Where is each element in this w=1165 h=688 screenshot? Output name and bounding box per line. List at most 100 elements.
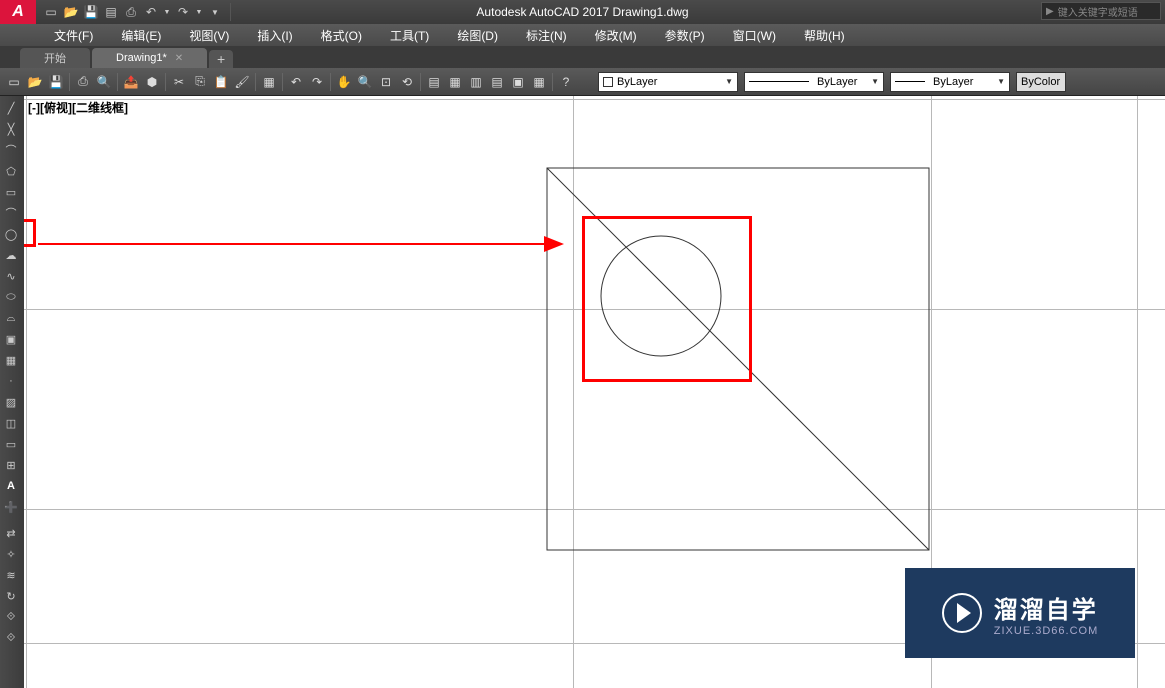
tb-markup-icon[interactable]: ▣	[508, 72, 528, 92]
modify-5-icon[interactable]: ⟐	[0, 607, 22, 627]
tb-zoomprev-icon[interactable]: ⟲	[397, 72, 417, 92]
tb-new-icon[interactable]: ▭	[4, 72, 24, 92]
tb-sheetset-icon[interactable]: ▤	[487, 72, 507, 92]
gradient-tool-icon[interactable]: ◫	[0, 413, 22, 433]
menu-window[interactable]: 窗口(W)	[719, 24, 790, 47]
tb-open-icon[interactable]: 📂	[25, 72, 45, 92]
tb-separator	[282, 73, 283, 91]
addselected-tool-icon[interactable]: ➕	[0, 497, 22, 517]
menu-tools[interactable]: 工具(T)	[376, 24, 443, 47]
lineweight-label: ByLayer	[933, 76, 973, 88]
tb-separator	[255, 73, 256, 91]
tab-start[interactable]: 开始	[20, 48, 90, 68]
construction-line-tool-icon[interactable]: ╳	[0, 119, 22, 139]
tb-separator	[420, 73, 421, 91]
rectangle-tool-icon[interactable]: ▭	[0, 182, 22, 202]
tb-zoomwin-icon[interactable]: ⊡	[376, 72, 396, 92]
linetype-dropdown[interactable]: ByLayer ▼	[744, 72, 884, 92]
qat-redo-icon[interactable]: ↷	[174, 3, 192, 21]
menu-insert[interactable]: 插入(I)	[243, 24, 306, 47]
tb-props-icon[interactable]: ▤	[424, 72, 444, 92]
search-arrow-icon: ▶	[1046, 6, 1054, 17]
modify-3-icon[interactable]: ≋	[0, 565, 22, 585]
qat-undo-icon[interactable]: ↶	[142, 3, 160, 21]
polyline-tool-icon[interactable]: ⌒	[0, 140, 22, 160]
view-control-label[interactable]: [-][俯视][二维线框]	[28, 99, 128, 116]
table-tool-icon[interactable]: ⊞	[0, 455, 22, 475]
tb-designcenter-icon[interactable]: ▦	[445, 72, 465, 92]
circle-tool-icon[interactable]: ◯	[0, 224, 22, 244]
region-tool-icon[interactable]: ▭	[0, 434, 22, 454]
text-tool-icon[interactable]: A	[0, 476, 22, 496]
tb-redo-icon[interactable]: ↷	[307, 72, 327, 92]
qat-redo-caret-icon[interactable]: ▼	[194, 3, 204, 21]
modify-4-icon[interactable]: ↻	[0, 586, 22, 606]
qat-save-icon[interactable]: 💾	[82, 3, 100, 21]
app-logo[interactable]: A	[0, 0, 36, 24]
layer-color-dropdown[interactable]: ByLayer ▼	[598, 72, 738, 92]
tb-paste-icon[interactable]: 📋	[211, 72, 231, 92]
qat-more-icon[interactable]: ▼	[206, 3, 224, 21]
tb-print-icon[interactable]: ⎙	[73, 72, 93, 92]
tb-save-icon[interactable]: 💾	[46, 72, 66, 92]
modify-1-icon[interactable]: ⇄	[0, 523, 22, 543]
quick-access-toolbar: ▭ 📂 💾 ▤ ⎙ ↶ ▼ ↷ ▼ ▼	[36, 3, 231, 21]
tab-close-icon[interactable]: ✕	[175, 53, 183, 64]
caret-down-icon: ▼	[997, 77, 1005, 86]
insert-block-tool-icon[interactable]: ▣	[0, 329, 22, 349]
qat-undo-caret-icon[interactable]: ▼	[162, 3, 172, 21]
ellipse-arc-tool-icon[interactable]: ⌓	[0, 308, 22, 328]
drawing-canvas[interactable]: [-][俯视][二维线框]	[24, 96, 1165, 688]
qat-new-icon[interactable]: ▭	[42, 3, 60, 21]
modify-6-icon[interactable]: ⟐	[0, 628, 22, 648]
lineweight-dropdown[interactable]: ByLayer ▼	[890, 72, 1010, 92]
search-input[interactable]: ▶ 键入关键字或短语	[1041, 2, 1161, 20]
draw-toolbar: ╱ ╳ ⌒ ⬠ ▭ ⌒ ◯ ☁ ∿ ⬭ ⌓ ▣ ▦ · ▨ ◫ ▭ ⊞ A ➕ …	[0, 96, 24, 688]
menu-file[interactable]: 文件(F)	[40, 24, 107, 47]
revision-cloud-tool-icon[interactable]: ☁	[0, 245, 22, 265]
qat-open-icon[interactable]: 📂	[62, 3, 80, 21]
qat-print-icon[interactable]: ⎙	[122, 3, 140, 21]
tb-zoom-icon[interactable]: 🔍	[355, 72, 375, 92]
tab-drawing1[interactable]: Drawing1* ✕	[92, 48, 207, 68]
tb-undo-icon[interactable]: ↶	[286, 72, 306, 92]
tb-3d-icon[interactable]: ⬢	[142, 72, 162, 92]
linetype-preview-icon	[749, 81, 809, 82]
menu-dimension[interactable]: 标注(N)	[512, 24, 581, 47]
tb-publish-icon[interactable]: 📤	[121, 72, 141, 92]
tab-add-button[interactable]: +	[209, 50, 233, 68]
arc-tool-icon[interactable]: ⌒	[0, 203, 22, 223]
ellipse-tool-icon[interactable]: ⬭	[0, 287, 22, 307]
menu-view[interactable]: 视图(V)	[175, 24, 243, 47]
polygon-tool-icon[interactable]: ⬠	[0, 161, 22, 181]
menu-help[interactable]: 帮助(H)	[790, 24, 859, 47]
watermark-play-icon	[942, 593, 982, 633]
menu-parameter[interactable]: 参数(P)	[651, 24, 719, 47]
qat-saveas-icon[interactable]: ▤	[102, 3, 120, 21]
tb-blockdef-icon[interactable]: ▦	[259, 72, 279, 92]
window-title: Autodesk AutoCAD 2017 Drawing1.dwg	[476, 5, 688, 19]
caret-down-icon: ▼	[725, 77, 733, 86]
tb-preview-icon[interactable]: 🔍	[94, 72, 114, 92]
tb-help-icon[interactable]: ?	[556, 72, 576, 92]
menu-draw[interactable]: 绘图(D)	[443, 24, 512, 47]
tb-copy-icon[interactable]: ⎘	[190, 72, 210, 92]
plotstyle-dropdown[interactable]: ByColor	[1016, 72, 1066, 92]
line-tool-icon[interactable]: ╱	[0, 98, 22, 118]
modify-2-icon[interactable]: ✧	[0, 544, 22, 564]
plotstyle-label: ByColor	[1021, 76, 1060, 88]
watermark-subtitle: ZIXUE.3D66.COM	[994, 625, 1098, 637]
tb-quickcalc-icon[interactable]: ▦	[529, 72, 549, 92]
point-tool-icon[interactable]: ·	[0, 371, 22, 391]
hatch-tool-icon[interactable]: ▨	[0, 392, 22, 412]
tb-separator	[69, 73, 70, 91]
menu-modify[interactable]: 修改(M)	[581, 24, 651, 47]
make-block-tool-icon[interactable]: ▦	[0, 350, 22, 370]
tb-toolpalette-icon[interactable]: ▥	[466, 72, 486, 92]
tb-cut-icon[interactable]: ✂	[169, 72, 189, 92]
menu-edit[interactable]: 编辑(E)	[107, 24, 175, 47]
tb-match-icon[interactable]: 🖌	[232, 72, 252, 92]
spline-tool-icon[interactable]: ∿	[0, 266, 22, 286]
menu-format[interactable]: 格式(O)	[307, 24, 376, 47]
tb-pan-icon[interactable]: ✋	[334, 72, 354, 92]
